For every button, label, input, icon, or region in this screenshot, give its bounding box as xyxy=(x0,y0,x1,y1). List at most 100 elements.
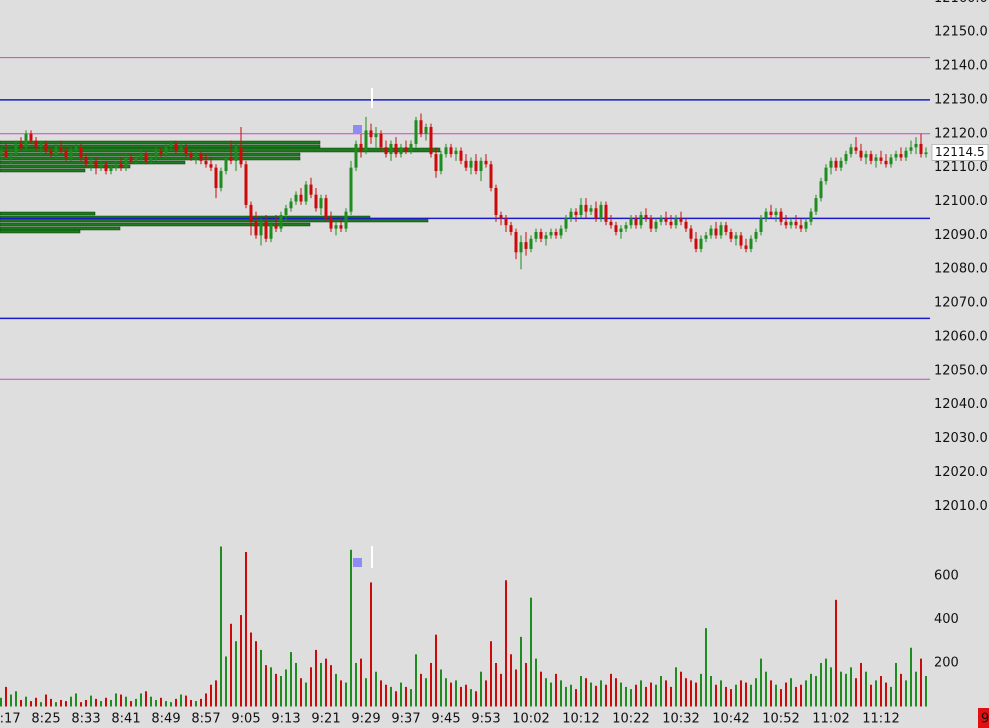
volume-tick-label: 600 xyxy=(934,568,959,583)
volume-bar xyxy=(440,669,442,707)
volume-bar xyxy=(305,682,307,707)
candle-body xyxy=(549,231,553,236)
volume-bar xyxy=(230,623,232,707)
candle-body xyxy=(244,164,248,205)
candle-body xyxy=(444,147,448,155)
y-tick-label: 12070.0 xyxy=(934,296,988,311)
candle-body xyxy=(604,204,608,222)
candle-body xyxy=(144,154,148,161)
volume-bar xyxy=(115,693,117,707)
candle-body xyxy=(434,154,438,172)
volume-bar xyxy=(725,686,727,707)
candle-body xyxy=(39,143,43,148)
volume-bar xyxy=(520,636,522,707)
volume-bar xyxy=(555,673,557,707)
volume-bar xyxy=(830,667,832,707)
candle-body xyxy=(124,157,128,168)
profile-row xyxy=(0,222,311,227)
y-tick-label: 12110.0 xyxy=(934,160,988,175)
volume-bar xyxy=(450,682,452,707)
volume-bar xyxy=(140,693,142,707)
candle-body xyxy=(29,133,33,141)
volume-bar xyxy=(285,669,287,707)
x-tick-label: 9:13 xyxy=(271,712,300,727)
volume-bar xyxy=(120,694,122,707)
candle-body xyxy=(809,211,813,222)
candle-body xyxy=(194,154,198,158)
volume-bar xyxy=(475,691,477,707)
last-price-label: 12114.5 xyxy=(935,145,985,159)
volume-bar xyxy=(145,691,147,707)
candle-body xyxy=(294,194,298,202)
volume-bar xyxy=(150,696,152,707)
volume-bar xyxy=(45,694,47,707)
volume-tick-label: 200 xyxy=(934,655,959,670)
volume-bar xyxy=(600,680,602,707)
profile-row xyxy=(0,168,86,173)
volume-bar xyxy=(880,676,882,707)
volume-bar xyxy=(815,676,817,707)
candle-body xyxy=(829,160,833,168)
volume-bar xyxy=(310,667,312,707)
y-tick-label: 12140.0 xyxy=(934,59,988,74)
volume-bar xyxy=(780,689,782,707)
volume-bar xyxy=(875,680,877,707)
volume-bar xyxy=(60,699,62,707)
volume-bar xyxy=(255,641,257,707)
volume-bar xyxy=(675,667,677,707)
candle-body xyxy=(184,147,188,155)
candle-body xyxy=(229,157,233,161)
candle-body xyxy=(19,143,23,148)
candle-body xyxy=(284,208,288,216)
volume-bar xyxy=(275,673,277,707)
volume-bar xyxy=(425,678,427,707)
y-tick-label: 12040.0 xyxy=(934,397,988,412)
volume-bar xyxy=(540,671,542,707)
candle-body xyxy=(234,147,238,161)
candle-body xyxy=(359,143,363,151)
candle-body xyxy=(594,208,598,219)
profile-row xyxy=(0,147,441,153)
volume-bar xyxy=(260,649,262,707)
volume-bar xyxy=(825,658,827,707)
candle-body xyxy=(799,225,803,229)
candle-body xyxy=(224,157,228,172)
volume-bar xyxy=(320,662,322,707)
volume-bar xyxy=(750,684,752,707)
volume-bar xyxy=(435,634,437,707)
candle-body xyxy=(539,231,543,239)
volume-bar xyxy=(645,686,647,707)
volume-bar xyxy=(505,580,507,707)
candle-body xyxy=(4,150,8,158)
candle-body xyxy=(259,221,263,236)
candle-body xyxy=(104,164,108,172)
candle-body xyxy=(249,204,253,222)
candle-body xyxy=(564,218,568,229)
volume-bar xyxy=(840,671,842,707)
badge-text: 9 xyxy=(981,712,989,727)
volume-bar xyxy=(210,684,212,707)
profile-row xyxy=(0,152,301,157)
volume-bar xyxy=(535,658,537,707)
candle-body xyxy=(659,218,663,222)
volume-bar xyxy=(545,678,547,707)
candle-body xyxy=(339,225,343,229)
candle-body xyxy=(579,204,583,216)
volume-bar xyxy=(850,667,852,707)
candle-body xyxy=(639,215,643,226)
candle-body xyxy=(334,225,338,229)
candle-body xyxy=(494,187,498,216)
candle-body xyxy=(789,221,793,226)
candle-body xyxy=(839,160,843,168)
y-tick-label: 12010.0 xyxy=(934,499,988,514)
x-tick-label: 10:12 xyxy=(562,712,599,727)
volume-bar xyxy=(135,698,137,707)
candle-body xyxy=(919,143,923,155)
volume-bar xyxy=(575,689,577,707)
candle-body xyxy=(634,218,638,226)
x-tick-label: 11:12 xyxy=(862,712,899,727)
volume-bar xyxy=(300,678,302,707)
candle-body xyxy=(44,143,48,151)
volume-bar xyxy=(650,682,652,707)
candle-body xyxy=(109,167,113,172)
